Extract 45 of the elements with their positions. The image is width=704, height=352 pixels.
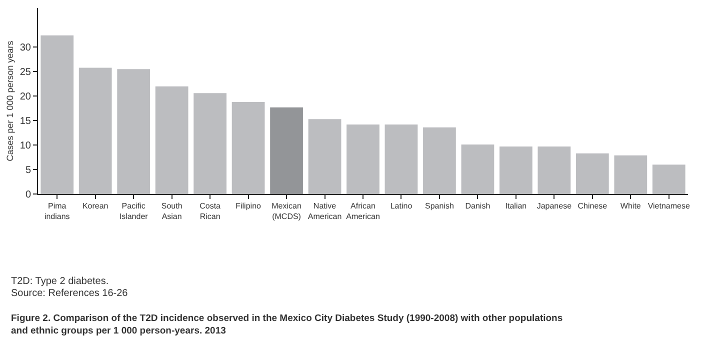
- y-tick-label: 30: [20, 42, 32, 54]
- x-tick-label: Native American: [308, 202, 342, 221]
- bar: [155, 86, 188, 194]
- x-tick-label: South Asian: [161, 202, 182, 221]
- bar: [500, 146, 532, 194]
- bar: [40, 35, 74, 194]
- bar: [576, 153, 609, 194]
- x-tick-label: Japanese: [536, 202, 572, 211]
- bar: [117, 69, 150, 194]
- x-tick-label: Latino: [390, 202, 413, 211]
- y-tick-label: 5: [25, 165, 32, 176]
- x-tick-label: White: [620, 202, 642, 211]
- x-tick-label: Spanish: [425, 202, 454, 211]
- bar: [194, 93, 226, 194]
- bar: [384, 124, 418, 194]
- y-tick-label: 0: [25, 190, 32, 200]
- y-tick-label: 20: [20, 92, 32, 103]
- y-axis-title: Cases per 1 000 person years: [5, 40, 16, 162]
- x-tick-label: Pacific Islander: [119, 202, 148, 221]
- x-tick-label: Costa Rican: [200, 202, 222, 221]
- x-tick-label: Mexican (MCDS): [272, 202, 302, 221]
- x-tick-label: Danish: [465, 202, 490, 211]
- x-tick-label: Vietnamese: [648, 202, 690, 211]
- text: T2D: Type 2 diabetes.: [11, 276, 109, 287]
- bar: [423, 127, 456, 194]
- bar: [538, 146, 571, 194]
- x-tick-label: Italian: [505, 202, 527, 211]
- x-tick-label: Korean: [82, 202, 108, 211]
- y-tick-label: 25: [20, 67, 32, 78]
- bar: [614, 155, 648, 194]
- x-tick-label: Pima indians: [44, 202, 70, 221]
- y-tick-label: 10: [20, 140, 32, 152]
- bar: [232, 102, 265, 194]
- text: Figure 2. Comparison of the T2D incidence observed in the Mexico City Diabetes Study (1990-2008) with other populations and ethnic groups per 1 000 person-years. 2013: [11, 313, 563, 336]
- bar: [346, 124, 380, 194]
- bar: [652, 164, 686, 194]
- source-note: Source: References 16-26: [11, 288, 128, 299]
- bar: [308, 119, 342, 194]
- bar: [270, 107, 303, 194]
- x-tick-label: Filipino: [236, 202, 262, 211]
- y-tick-label: 15: [20, 116, 32, 128]
- x-tick-label: Chinese: [578, 202, 608, 211]
- bar: [461, 144, 494, 194]
- x-tick-label: African American: [346, 202, 380, 221]
- bar: [78, 68, 112, 194]
